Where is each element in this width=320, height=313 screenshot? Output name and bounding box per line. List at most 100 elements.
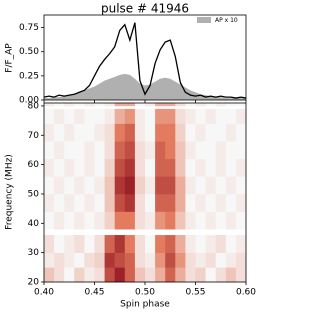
heatmap-cell [84, 211, 95, 230]
heatmap-cell [155, 193, 166, 212]
heatmap-cell [74, 158, 85, 177]
heatmap-cell [74, 123, 85, 142]
heatmap-cell [104, 235, 115, 253]
heatmap-cell [145, 176, 156, 195]
heatmap-cell [185, 252, 196, 268]
x-tick-label: 0.40 [34, 288, 54, 298]
heatmap-cell [155, 235, 166, 253]
heatmap-cell [195, 267, 206, 283]
y-axis-label: Frequency (MHz) [5, 154, 15, 230]
heatmap-cell [175, 211, 186, 230]
line [43, 22, 247, 99]
heatmap-cell [84, 123, 95, 142]
heatmap-cell [74, 235, 85, 253]
legend-label: AP x 10 [215, 17, 238, 24]
heatmap-cell [225, 193, 237, 212]
heatmap-cell [84, 252, 95, 268]
heatmap-cell [64, 176, 75, 195]
heatmap-cell [134, 158, 146, 177]
y-tick-label: 70 [28, 131, 40, 141]
heatmap-cell [104, 158, 115, 177]
heatmap-cell [114, 252, 126, 268]
heatmap-cell [165, 193, 176, 212]
heatmap-cell [195, 176, 206, 195]
area [44, 73, 246, 100]
heatmap-cell [104, 123, 115, 142]
heatmap-cell [94, 235, 105, 253]
heatmap-cell [74, 103, 85, 107]
heatmap-cell [195, 108, 206, 124]
heatmap-cell [104, 103, 115, 107]
heatmap-cell [44, 252, 55, 268]
heatmap-cell [44, 267, 55, 283]
heatmap-cell [165, 235, 176, 253]
heatmap-cell [205, 141, 216, 160]
heatmap-cell [145, 193, 156, 212]
heatmap-cell [54, 108, 65, 124]
heatmap-cell [84, 103, 95, 107]
heatmap-cell [114, 158, 126, 177]
heatmap-cell [74, 141, 85, 160]
heatmap-cell [165, 211, 176, 230]
heatmap-cell [134, 103, 146, 107]
plot-frame [43, 102, 247, 283]
heatmap-cell [94, 141, 105, 160]
heatmap-cell [145, 235, 156, 253]
heatmap-cell [225, 141, 237, 160]
heatmap-cell [145, 252, 156, 268]
heatmap-cell [185, 123, 196, 142]
heatmap-cell [64, 211, 75, 230]
heatmap-cell [124, 141, 136, 160]
x-tick-label: 0.45 [84, 288, 104, 298]
heatmap-cell [145, 141, 156, 160]
x-tick-label: 0.55 [185, 288, 205, 298]
heatmap-cell [114, 211, 126, 230]
heatmap-cell [64, 141, 75, 160]
heatmap-cell [104, 252, 115, 268]
heatmap-cell [215, 158, 227, 177]
figure: pulse # 41946 F/F_AP Frequency (MHz) Spi… [5, 2, 257, 310]
heatmap-cell [64, 193, 75, 212]
heatmap-cell [215, 235, 227, 253]
heatmap-cell [175, 123, 186, 142]
heatmap-cell [235, 141, 247, 160]
plot-frame [43, 14, 247, 101]
heatmap-cell [134, 211, 146, 230]
heatmap-cell [195, 193, 206, 212]
legend-swatch [197, 17, 211, 23]
heatmap-cell [74, 267, 85, 283]
heatmap-cell [54, 123, 65, 142]
heatmap-cell [185, 108, 196, 124]
heatmap-cell [124, 235, 136, 253]
heatmap-cell [185, 176, 196, 195]
heatmap-cell [185, 193, 196, 212]
heatmap-cell [94, 211, 105, 230]
heatmap-cell [165, 158, 176, 177]
heatmap-cell [84, 235, 95, 253]
heatmap-cell [84, 158, 95, 177]
heatmap-cell [225, 103, 237, 107]
heatmap-cell [205, 235, 216, 253]
heatmap-cell [155, 108, 166, 124]
heatmap-cell [205, 103, 216, 107]
heatmap-cell [74, 211, 85, 230]
heatmap-cell [195, 235, 206, 253]
heatmap-cell [74, 252, 85, 268]
heatmap-cell [175, 141, 186, 160]
heatmap-cell [215, 176, 227, 195]
x-tick-label: 0.50 [135, 288, 155, 298]
heatmap-cell [175, 103, 186, 107]
heatmap-cell [44, 193, 55, 212]
heatmap-cell [134, 267, 146, 283]
heatmap-cell [54, 176, 65, 195]
heatmap-cell [215, 108, 227, 124]
heatmap-cell [94, 267, 105, 283]
heatmap-cell [225, 158, 237, 177]
heatmap-cell [124, 211, 136, 230]
heatmap-cell [215, 141, 227, 160]
heatmap-cell [44, 176, 55, 195]
heatmap-cell [124, 267, 136, 283]
heatmap-cell [104, 141, 115, 160]
y-tick-label: 0.75 [19, 23, 39, 33]
heatmap-cell [185, 141, 196, 160]
